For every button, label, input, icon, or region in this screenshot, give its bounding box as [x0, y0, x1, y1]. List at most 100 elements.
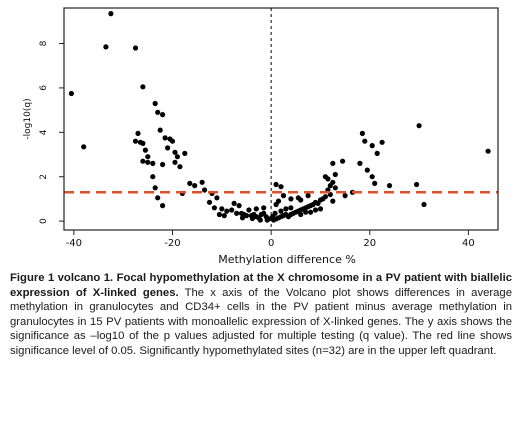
- data-point: [140, 84, 146, 90]
- data-point: [214, 195, 220, 201]
- data-point: [322, 174, 328, 180]
- data-point: [298, 211, 304, 218]
- x-tick-label: 0: [268, 238, 274, 249]
- data-point: [342, 193, 348, 199]
- data-point: [273, 181, 279, 188]
- data-point: [132, 138, 139, 144]
- data-point: [216, 211, 222, 218]
- data-point: [150, 160, 156, 166]
- plot-frame: [63, 7, 499, 231]
- data-point: [132, 45, 139, 51]
- data-point: [229, 207, 235, 213]
- data-point: [199, 179, 205, 185]
- caption-label: Figure 1 volcano 1. Focal hypomethylatio…: [10, 272, 512, 299]
- data-point: [369, 143, 375, 149]
- data-point: [152, 100, 158, 107]
- data-point: [340, 158, 346, 164]
- x-tick-label: 20: [363, 238, 376, 249]
- data-point: [187, 180, 193, 186]
- data-point: [172, 159, 178, 165]
- data-point: [177, 164, 183, 170]
- data-point: [283, 206, 289, 212]
- data-point: [332, 185, 338, 191]
- data-point: [264, 217, 270, 223]
- data-point: [359, 130, 365, 136]
- x-axis-label: Methylation difference %: [218, 253, 356, 266]
- data-point: [312, 207, 319, 213]
- data-point: [379, 139, 385, 145]
- data-point: [421, 201, 427, 208]
- data-point: [278, 208, 284, 214]
- volcano-plot: -40 -20 0 20 40 0 2 4 6 8 Methylation difference…: [23, 7, 499, 266]
- data-point: [485, 148, 491, 154]
- data-point: [275, 198, 282, 204]
- y-tick-label: 4: [39, 129, 49, 135]
- data-point: [308, 209, 314, 215]
- data-point: [416, 123, 422, 129]
- data-point: [298, 197, 304, 203]
- caption-body: The x axis of the Volcano plot shows dif…: [10, 286, 512, 357]
- data-point: [330, 198, 336, 204]
- data-point: [249, 215, 255, 222]
- data-point: [172, 149, 178, 155]
- data-point: [234, 210, 240, 216]
- data-point: [322, 194, 328, 200]
- data-point: [142, 147, 148, 153]
- data-point: [224, 208, 230, 214]
- data-point: [174, 154, 180, 160]
- data-point: [231, 200, 237, 206]
- data-point: [165, 145, 171, 151]
- data-point: [236, 203, 242, 209]
- y-tick-label: 2: [39, 174, 49, 180]
- data-point: [362, 138, 368, 144]
- data-point: [68, 90, 74, 97]
- data-point: [374, 150, 380, 156]
- data-point: [261, 205, 267, 211]
- scatter-points: [68, 11, 491, 223]
- y-tick-label: 6: [39, 85, 49, 91]
- data-point: [332, 171, 338, 178]
- data-point: [221, 213, 227, 219]
- data-point: [305, 193, 311, 199]
- y-axis: 0 2 4 6 8: [39, 40, 64, 224]
- data-point: [211, 205, 217, 211]
- data-point: [140, 140, 146, 146]
- data-point: [155, 109, 161, 115]
- data-point: [192, 183, 198, 189]
- y-axis-label: -log10(q): [23, 98, 33, 139]
- data-point: [160, 161, 166, 168]
- data-point: [81, 144, 87, 150]
- data-point: [257, 217, 263, 223]
- y-tick-label: 8: [39, 40, 49, 46]
- data-point: [108, 11, 114, 17]
- data-point: [160, 112, 166, 118]
- data-point: [270, 214, 276, 220]
- data-point: [330, 160, 336, 166]
- data-point: [182, 150, 188, 156]
- data-point: [317, 206, 324, 212]
- data-point: [206, 199, 213, 205]
- data-point: [303, 209, 309, 215]
- data-point: [157, 127, 163, 133]
- data-point: [145, 159, 151, 165]
- data-point: [386, 183, 393, 189]
- data-point: [288, 196, 294, 202]
- data-point: [364, 167, 370, 173]
- data-point: [152, 185, 158, 191]
- data-point: [155, 195, 161, 201]
- x-tick-label: -40: [66, 238, 82, 249]
- x-tick-label: -20: [164, 238, 180, 249]
- x-axis: -40 -20 0 20 40: [66, 230, 475, 249]
- data-point: [160, 203, 166, 209]
- data-point: [414, 181, 420, 188]
- data-point: [169, 138, 176, 144]
- data-point: [357, 160, 363, 166]
- figure-caption: Figure 1 volcano 1. Focal hypomethylatio…: [10, 271, 512, 359]
- data-point: [243, 213, 250, 219]
- data-point: [140, 158, 146, 164]
- data-point: [135, 130, 141, 136]
- data-point: [162, 135, 168, 141]
- data-point: [219, 206, 225, 212]
- data-point: [288, 205, 294, 211]
- data-point: [202, 187, 208, 193]
